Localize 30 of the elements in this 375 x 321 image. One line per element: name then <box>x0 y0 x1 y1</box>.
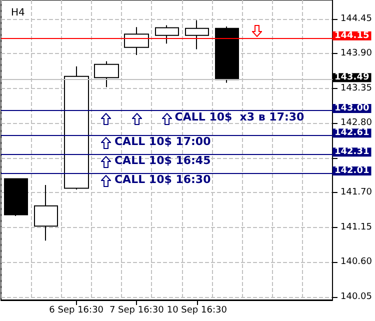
y-tick-label: 143.90 <box>340 48 372 59</box>
y-tick-label: 143.35 <box>340 83 372 94</box>
ref-line-label: 143.00 <box>334 104 370 114</box>
candlestick <box>4 178 28 216</box>
annotation: CALL 10$ x3 в 17:30 <box>174 110 305 124</box>
annotation: CALL 10$ 16:30 <box>114 173 212 186</box>
x-tick-label: 10 Sep 16:30 <box>166 306 228 316</box>
ref-line-label: 142.01 <box>334 166 370 176</box>
ref-line-label: 143.49 <box>334 72 370 83</box>
candlestick <box>185 20 209 50</box>
text: H4 <box>11 8 25 18</box>
ref-line-label: 144.15 <box>334 30 370 41</box>
candlestick <box>155 24 179 44</box>
y-tick-label: 141.70 <box>340 188 372 198</box>
y-tick-label: 140.05 <box>340 292 372 302</box>
candlestick <box>124 26 149 56</box>
x-tick-label: 7 Sep 16:30 <box>109 306 164 316</box>
y-tick-label: 141.15 <box>340 222 372 232</box>
candlestick <box>64 66 89 190</box>
annotation: CALL 10$ 17:00 <box>114 135 212 148</box>
candlestick <box>215 26 239 84</box>
y-tick-label: 142.80 <box>340 118 372 128</box>
y-tick-label: 144.45 <box>340 14 372 24</box>
y-tick-label: 140.60 <box>340 257 372 268</box>
candlestick <box>34 184 58 242</box>
x-tick-label: 6 Sep 16:30 <box>49 306 104 316</box>
candlestick <box>94 60 119 88</box>
ref-line-label: 142.61 <box>334 128 370 138</box>
ref-line-label: 142.31 <box>334 147 370 158</box>
annotation: CALL 10$ 16:45 <box>114 154 211 168</box>
